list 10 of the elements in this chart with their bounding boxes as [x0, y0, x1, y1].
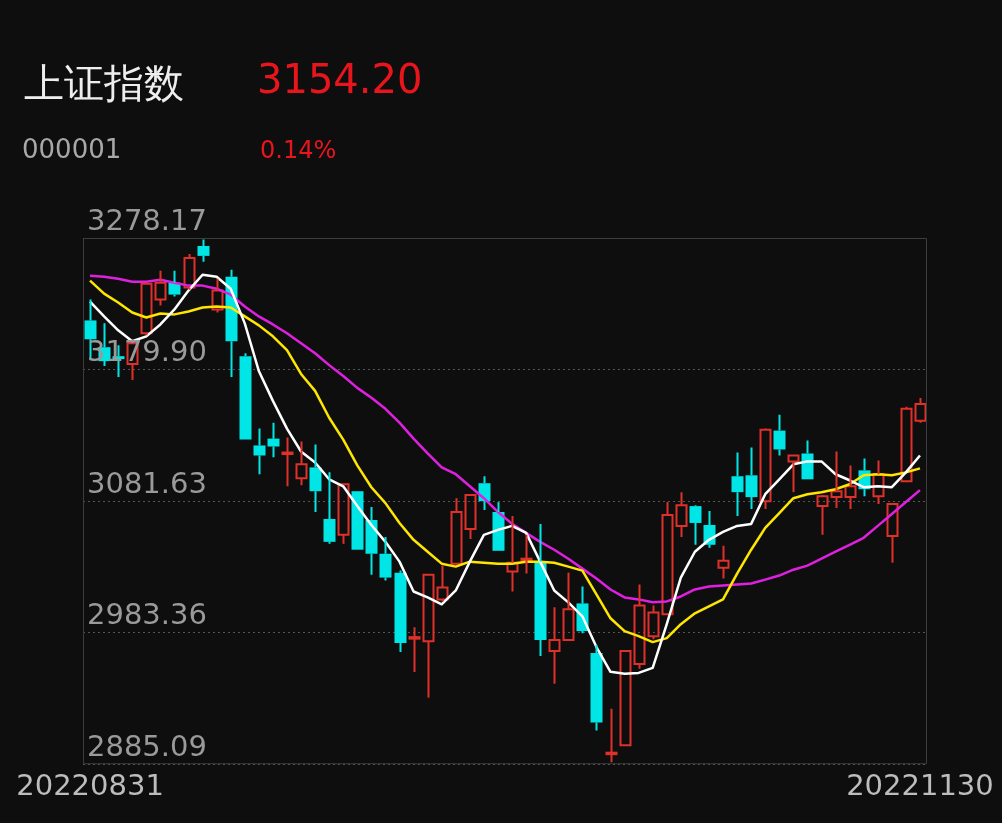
y-tick-label: 3278.17	[87, 202, 207, 237]
text: 0.14%	[260, 136, 337, 164]
chart-title: 上证指数	[24, 59, 184, 108]
y-tick-label: 2885.09	[87, 728, 207, 763]
text: 3154.20	[257, 56, 423, 102]
x-tick-label: 20221130	[846, 768, 994, 803]
chart-subtitle: 000001	[22, 134, 122, 164]
x-tick-label: 20220831	[16, 768, 164, 803]
y-tick-label: 2983.36	[87, 597, 207, 632]
y-tick-label: 3081.63	[87, 465, 207, 500]
